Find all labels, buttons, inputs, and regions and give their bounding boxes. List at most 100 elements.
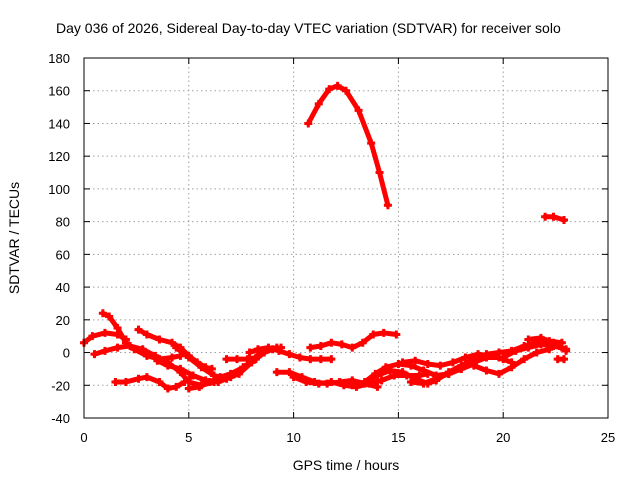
data-point: [180, 378, 189, 386]
data-point: [168, 353, 177, 362]
y-axis-label: SDTVAR / TECUs: [6, 182, 22, 294]
data-point: [406, 378, 415, 386]
data-point: [398, 358, 407, 367]
data-point: [226, 369, 235, 378]
y-tick-label: 120: [48, 149, 70, 164]
data-point: [469, 361, 478, 370]
data-point: [153, 356, 162, 365]
data-point: [155, 378, 164, 386]
data-point: [243, 355, 252, 364]
data-point: [367, 139, 376, 148]
y-tick-label: -40: [51, 411, 70, 426]
x-tick-label: 5: [185, 430, 192, 445]
data-point: [461, 353, 470, 362]
axis-ticks: 0 5 10 15 20 25 -40 -20 0 20 40 60 80 100 120 140 160 180: [48, 51, 615, 445]
data-point: [184, 384, 193, 393]
data-point: [448, 358, 457, 367]
data-point: [342, 86, 350, 95]
x-tick-label: 20: [496, 430, 510, 445]
data-point: [163, 384, 172, 393]
data-point: [360, 378, 369, 386]
x-tick-label: 25: [601, 430, 615, 445]
data-point: [354, 106, 363, 115]
data-point: [316, 355, 325, 364]
data-point: [314, 99, 323, 108]
data-point: [138, 345, 147, 354]
data-point: [549, 212, 558, 221]
data-point: [327, 338, 336, 347]
data-point: [419, 379, 428, 388]
x-tick-label: 15: [391, 430, 405, 445]
data-point: [306, 343, 315, 352]
data-point: [436, 361, 445, 370]
data-point: [495, 369, 504, 378]
data-point: [239, 363, 248, 372]
data-point: [172, 343, 181, 352]
data-point: [155, 335, 164, 344]
data-point: [482, 366, 491, 375]
data-point: [285, 368, 294, 377]
data-point: [285, 350, 294, 359]
data-point: [377, 376, 386, 385]
data-point: [392, 330, 401, 339]
data-point: [419, 366, 428, 375]
data-point: [511, 346, 520, 355]
data-point: [222, 355, 231, 364]
data-point: [524, 343, 533, 352]
data-point: [168, 338, 177, 347]
data-point: [113, 343, 122, 352]
data-point: [524, 335, 533, 344]
y-tick-label: 160: [48, 84, 70, 99]
series-arc-11: [224, 355, 259, 362]
data-point: [316, 342, 325, 350]
data-point: [520, 355, 529, 364]
data-point: [302, 378, 311, 386]
y-tick-label: 180: [48, 51, 70, 66]
y-tick-label: 80: [56, 215, 70, 230]
x-axis-label: GPS time / hours: [293, 457, 400, 473]
data-point: [134, 325, 143, 334]
data-point: [348, 343, 357, 352]
data-point: [126, 342, 135, 350]
data-point: [369, 330, 378, 339]
data-point: [163, 361, 172, 370]
data-point: [142, 373, 151, 382]
data-point: [532, 348, 541, 357]
data-point: [253, 345, 262, 354]
data-point: [327, 355, 336, 364]
data-point: [176, 364, 185, 373]
y-tick-label: 20: [56, 313, 70, 328]
data-point: [233, 355, 242, 364]
data-point: [188, 371, 197, 380]
data-point: [113, 324, 122, 332]
data-point: [88, 332, 97, 341]
data-point: [423, 360, 432, 368]
data-point: [251, 353, 260, 362]
y-tick-label: 0: [63, 346, 70, 361]
data-point: [216, 373, 225, 382]
plot-frame: [83, 57, 609, 419]
data-point: [541, 212, 550, 221]
data-point: [289, 373, 298, 382]
data-point: [457, 361, 466, 370]
data-point: [184, 353, 193, 362]
data-point: [264, 343, 273, 352]
data-point: [536, 333, 545, 342]
data-point: [105, 312, 114, 321]
data-point: [272, 368, 281, 377]
data-point: [432, 376, 441, 385]
data-point: [482, 350, 491, 359]
y-tick-label: -20: [51, 378, 70, 393]
data-point: [495, 348, 504, 357]
data-point: [337, 340, 346, 349]
data-point: [557, 343, 566, 352]
data-point: [151, 351, 160, 360]
data-point: [274, 346, 283, 355]
y-tick-label: 60: [56, 247, 70, 262]
data-point: [411, 356, 420, 365]
data-point: [306, 355, 315, 364]
data-point: [358, 338, 367, 347]
data-point: [111, 378, 120, 386]
chart-title: Day 036 of 2026, Sidereal Day-to-day VTE…: [56, 20, 561, 36]
